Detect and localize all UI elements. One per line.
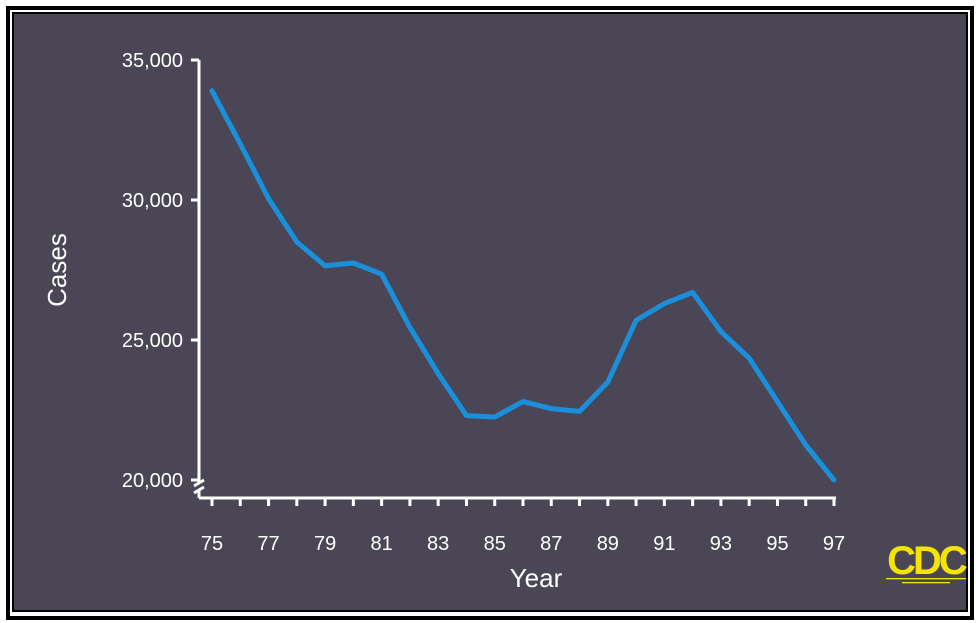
tick-labels: 20,000 25,000 30,000 35,000 75 77 79 81 83 85 87 89… bbox=[122, 50, 845, 555]
axes bbox=[193, 60, 836, 500]
series-layer bbox=[209, 88, 837, 483]
x-tick-label-7: 89 bbox=[597, 533, 619, 555]
x-tick-label-6: 87 bbox=[540, 533, 562, 555]
y-tick-label-3: 35,000 bbox=[122, 50, 183, 72]
x-axis-title: Year bbox=[510, 563, 563, 593]
cdc-logo: CDC bbox=[886, 540, 970, 584]
chart-panel bbox=[12, 12, 968, 612]
x-tick-label-4: 83 bbox=[427, 533, 449, 555]
y-tick-label-2: 30,000 bbox=[122, 190, 183, 212]
tick-marks bbox=[191, 58, 836, 506]
x-tick-label-11: 97 bbox=[823, 533, 845, 555]
x-tick-label-8: 91 bbox=[653, 533, 675, 555]
x-tick-label-5: 85 bbox=[484, 533, 506, 555]
y-tick-label-0: 20,000 bbox=[122, 470, 183, 492]
cdc-logo-tagline-line-2 bbox=[902, 582, 950, 584]
cdc-logo-tagline-line-1 bbox=[886, 578, 966, 580]
x-tick-label-9: 93 bbox=[710, 533, 732, 555]
x-tick-label-1: 77 bbox=[257, 533, 279, 555]
y-axis-break bbox=[193, 478, 205, 495]
x-tick-label-0: 75 bbox=[201, 533, 223, 555]
y-axis-title: Cases bbox=[42, 233, 72, 307]
cdc-logo-text: CDC bbox=[887, 540, 967, 583]
y-tick-label-1: 25,000 bbox=[122, 330, 183, 352]
x-tick-label-10: 95 bbox=[766, 533, 788, 555]
x-tick-label-2: 79 bbox=[314, 533, 336, 555]
x-tick-label-3: 81 bbox=[371, 533, 393, 555]
series-line-0 bbox=[209, 88, 837, 483]
